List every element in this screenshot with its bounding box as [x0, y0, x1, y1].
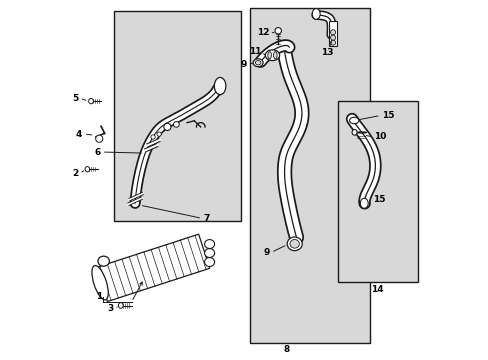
Ellipse shape	[204, 248, 214, 257]
Ellipse shape	[118, 303, 123, 309]
Text: 4: 4	[76, 130, 82, 139]
Circle shape	[163, 123, 171, 131]
Ellipse shape	[351, 130, 356, 135]
Ellipse shape	[289, 239, 299, 248]
Ellipse shape	[360, 198, 367, 208]
Circle shape	[173, 122, 179, 127]
Ellipse shape	[88, 98, 93, 104]
Ellipse shape	[85, 167, 90, 172]
Ellipse shape	[255, 60, 261, 65]
Circle shape	[96, 135, 102, 142]
Ellipse shape	[286, 237, 302, 251]
Text: 5: 5	[72, 94, 78, 103]
Ellipse shape	[214, 77, 225, 95]
Text: 15: 15	[372, 195, 385, 204]
Text: 9: 9	[263, 248, 269, 257]
Text: 9: 9	[240, 60, 246, 69]
Circle shape	[330, 35, 335, 40]
Bar	[337, 101, 418, 282]
Text: 13: 13	[320, 48, 332, 57]
Bar	[96, 234, 209, 302]
Text: 2: 2	[72, 169, 78, 178]
Ellipse shape	[274, 28, 281, 34]
Bar	[249, 8, 369, 343]
Bar	[328, 21, 336, 45]
Ellipse shape	[312, 9, 320, 19]
Circle shape	[330, 40, 335, 45]
Text: 15: 15	[381, 111, 393, 120]
Ellipse shape	[273, 51, 277, 59]
Text: 10: 10	[373, 132, 386, 141]
Text: 8: 8	[283, 345, 289, 354]
Ellipse shape	[265, 50, 279, 60]
Text: 6: 6	[94, 148, 101, 157]
Ellipse shape	[92, 266, 108, 300]
Ellipse shape	[253, 59, 263, 67]
Text: 1: 1	[96, 292, 102, 301]
Ellipse shape	[349, 117, 358, 124]
Text: 7: 7	[203, 214, 210, 223]
Text: 12: 12	[256, 28, 269, 37]
Circle shape	[330, 30, 335, 35]
Bar	[113, 12, 241, 221]
Text: 14: 14	[370, 285, 383, 294]
Text: 3: 3	[107, 304, 113, 313]
Circle shape	[157, 132, 161, 136]
Circle shape	[151, 135, 155, 139]
Ellipse shape	[267, 51, 271, 59]
Ellipse shape	[204, 257, 214, 266]
Text: 11: 11	[248, 47, 261, 56]
Ellipse shape	[204, 240, 214, 248]
Ellipse shape	[98, 256, 109, 266]
